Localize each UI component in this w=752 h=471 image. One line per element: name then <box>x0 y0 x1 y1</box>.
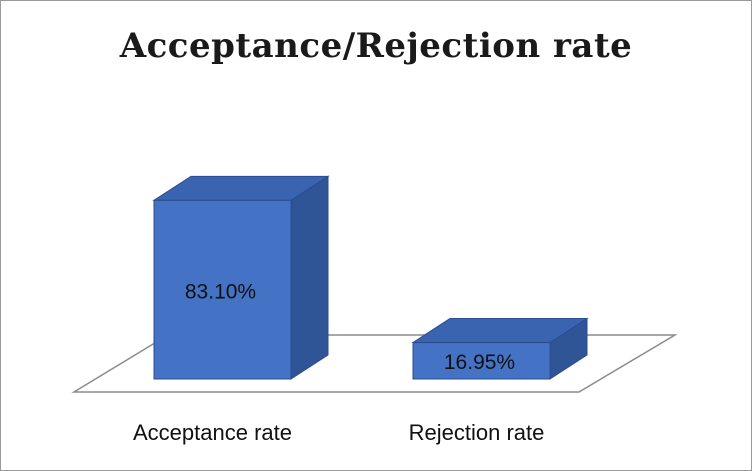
data-label-rejection-rate: 16.95% <box>444 351 515 374</box>
chart-title: Acceptance/Rejection rate <box>119 26 633 66</box>
bars-layer: 83.10% 16.95% <box>152 175 589 380</box>
bar-front-face <box>153 199 292 380</box>
bar-rejection-rate: 16.95% <box>411 317 589 380</box>
x-tick-label-rejection-rate: Rejection rate <box>409 420 545 445</box>
bar-acceptance-rate: 83.10% <box>152 175 330 380</box>
bar-front-face <box>412 342 551 380</box>
bar-side-face <box>290 175 329 380</box>
tick-labels-layer: Acceptance rate Rejection rate <box>133 420 544 445</box>
data-label-acceptance-rate: 83.10% <box>185 281 256 304</box>
x-tick-label-acceptance-rate: Acceptance rate <box>133 420 292 445</box>
